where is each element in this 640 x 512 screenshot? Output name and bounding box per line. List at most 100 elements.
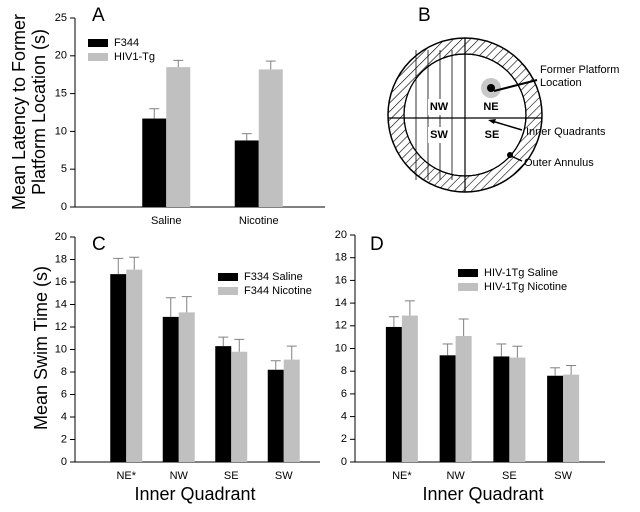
y-tick-label: 8 — [61, 366, 67, 378]
bar — [231, 351, 248, 462]
legend-swatch — [458, 269, 478, 277]
bar — [509, 357, 526, 462]
label-bg — [428, 99, 450, 115]
y-tick-label: 2 — [61, 433, 67, 445]
legend-swatch — [218, 273, 238, 281]
error-bar — [181, 296, 192, 313]
error-bar — [149, 108, 160, 119]
bar — [439, 355, 456, 462]
y-tick-label: 20 — [335, 229, 347, 241]
panel-letter: D — [370, 234, 384, 255]
bar — [234, 140, 259, 207]
y-axis-title: Mean Swim Time (s) — [31, 266, 51, 430]
y-tick-label: 0 — [61, 456, 67, 468]
x-tick-label: SW — [554, 470, 572, 482]
y-tick-label: 16 — [335, 274, 347, 286]
pointer-dot — [507, 152, 513, 158]
x-tick-label: Nicotine — [239, 215, 279, 227]
y-tick-label: 20 — [55, 50, 67, 62]
error-bar — [234, 338, 245, 352]
error-bar — [270, 360, 281, 370]
legend-label: HIV1-Tg — [114, 51, 155, 63]
error-bar — [496, 343, 507, 357]
panel-letter: A — [92, 5, 105, 26]
error-bar — [404, 300, 415, 316]
annotation: Outer Annulus — [524, 157, 594, 169]
x-tick-label: NE* — [116, 470, 136, 482]
y-tick-label: 16 — [55, 276, 67, 288]
x-tick-label: SW — [275, 470, 293, 482]
error-bar — [218, 336, 229, 347]
x-tick-label: NW — [446, 470, 465, 482]
bar — [178, 312, 195, 462]
y-tick-label: 4 — [61, 411, 67, 423]
quadrant-label: NW — [430, 101, 449, 113]
y-tick-label: 25 — [55, 12, 67, 24]
pointer — [493, 79, 538, 92]
y-tick-label: 10 — [55, 125, 67, 137]
y-tick-label: 0 — [61, 201, 67, 213]
bar — [385, 326, 402, 462]
x-tick-label: Saline — [151, 215, 182, 227]
annotation: Inner Quadrants — [526, 126, 606, 138]
y-tick-label: 10 — [55, 343, 67, 355]
legend-swatch — [88, 39, 108, 47]
y-tick-label: 6 — [341, 388, 347, 400]
legend-swatch — [458, 283, 478, 291]
y-tick-label: 0 — [341, 456, 347, 468]
error-bar — [265, 60, 276, 70]
x-axis-title: Inner Quadrant — [134, 484, 255, 504]
bar — [142, 118, 167, 207]
y-tick-label: 8 — [341, 365, 347, 377]
y-tick-label: 4 — [341, 411, 347, 423]
maze-diagram: B NW NE SW SE Former Platform Location I… — [387, 5, 619, 193]
label-bg — [428, 127, 450, 143]
error-bar — [512, 345, 523, 358]
bar — [493, 356, 510, 462]
annotation: Former Platform — [540, 64, 619, 76]
error-bar — [113, 257, 124, 275]
error-bar — [566, 365, 577, 375]
y-axis-title: Mean Latency to Former — [9, 14, 29, 210]
bar — [563, 374, 580, 462]
legend-label: HIV-1Tg Saline — [484, 267, 558, 279]
bar — [547, 375, 564, 462]
legend-swatch — [88, 53, 108, 61]
bar — [166, 67, 191, 207]
bar — [110, 274, 127, 462]
bar — [126, 269, 143, 462]
quadrant-label: SE — [485, 129, 500, 141]
y-tick-label: 14 — [55, 298, 67, 310]
y-tick-label: 14 — [335, 297, 347, 309]
bar — [162, 316, 179, 462]
pointer — [510, 155, 523, 162]
y-tick-label: 12 — [55, 321, 67, 333]
x-tick-label: SE — [224, 470, 239, 482]
error-bar — [458, 318, 469, 337]
error-bar — [241, 133, 252, 141]
error-bar — [550, 367, 561, 376]
y-tick-label: 5 — [61, 163, 67, 175]
bar — [267, 369, 284, 462]
panel-letter: B — [418, 5, 431, 26]
legend-swatch — [218, 287, 238, 295]
error-bar — [173, 59, 184, 68]
y-axis-title: Platform Location (s) — [29, 29, 49, 195]
error-bar — [129, 256, 140, 270]
legend-label: F334 Saline — [244, 271, 303, 283]
pointer — [491, 120, 523, 131]
y-tick-label: 12 — [335, 320, 347, 332]
quadrant-label: SW — [430, 129, 448, 141]
y-tick-label: 20 — [55, 231, 67, 243]
y-tick-label: 18 — [55, 253, 67, 265]
y-tick-label: 15 — [55, 88, 67, 100]
bar — [283, 359, 300, 462]
x-axis-title: Inner Quadrant — [422, 484, 543, 504]
legend-label: F344 — [114, 37, 139, 49]
error-bar — [165, 297, 176, 317]
x-tick-label: SE — [502, 470, 517, 482]
y-tick-label: 2 — [341, 433, 347, 445]
arrowhead — [488, 119, 496, 124]
